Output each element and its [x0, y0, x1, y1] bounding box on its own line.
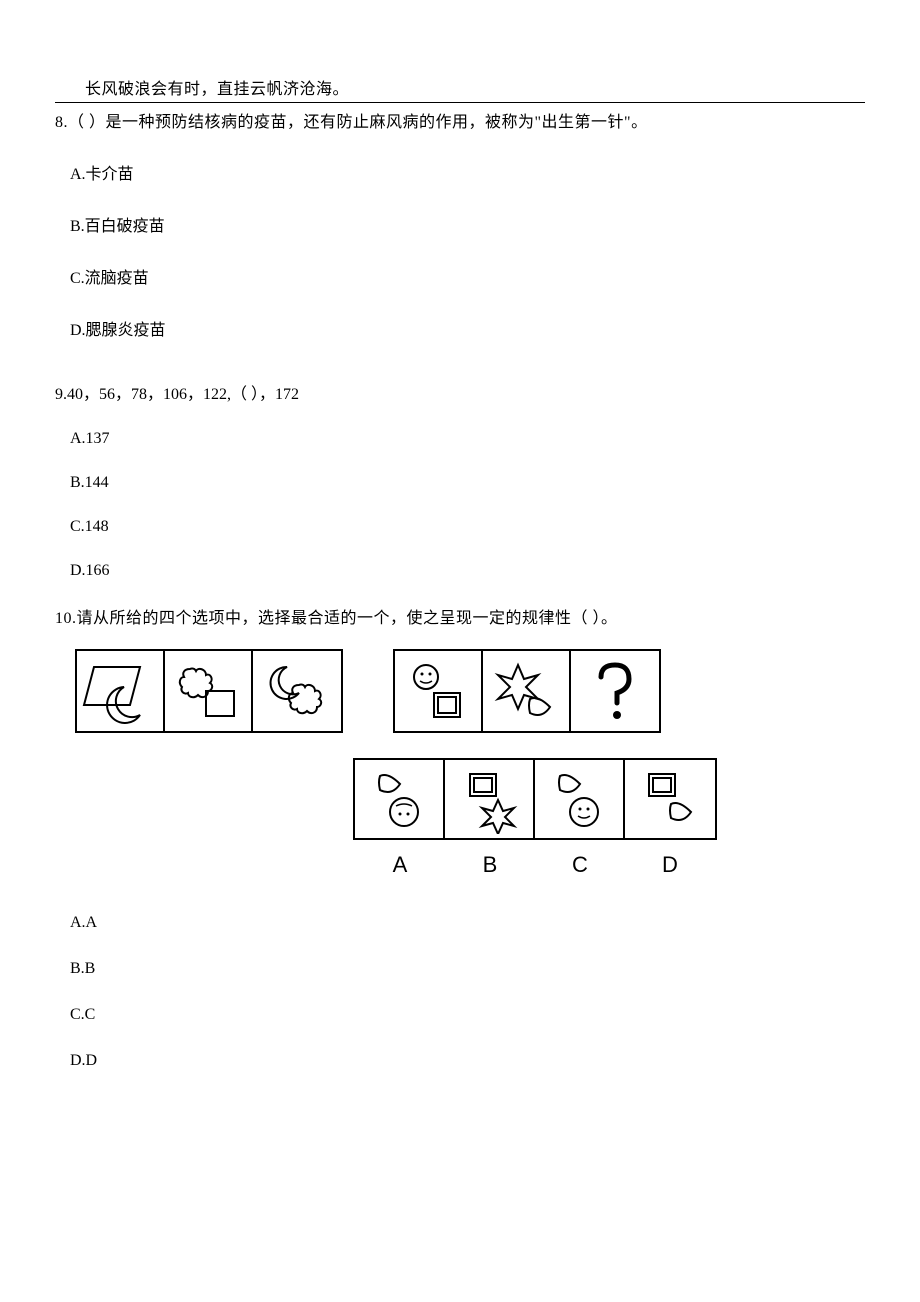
q10-option-c: C.C — [70, 1003, 865, 1027]
q8-option-d: D.腮腺炎疫苗 — [70, 319, 865, 343]
q8-stem: 8.（ ）是一种预防结核病的疫苗，还有防止麻风病的作用，被称为"出生第一针"。 — [55, 111, 865, 135]
q10-option-b: B.B — [70, 957, 865, 981]
answer-c-leaf-smiley-icon — [535, 760, 625, 838]
q10-options: A.A B.B C.C D.D — [55, 911, 865, 1073]
answer-b-doublesquare-star-icon — [445, 760, 535, 838]
q10-option-a: A.A — [70, 911, 865, 935]
q9-option-a: A.137 — [70, 427, 865, 451]
cell-smiley-doublesquare-icon — [395, 651, 483, 731]
q8-option-b: B.百白破疫苗 — [70, 215, 865, 239]
q10-answer-grid — [205, 758, 865, 840]
header-quote: 长风破浪会有时，直挂云帆济沧海。 — [85, 75, 865, 99]
q10-option-d: D.D — [70, 1049, 865, 1073]
label-a: A — [355, 848, 445, 881]
q8-option-a: A.卡介苗 — [70, 163, 865, 187]
answer-a-leaf-face-icon — [355, 760, 445, 838]
cell-moon-cloud-icon — [253, 651, 341, 731]
label-c: C — [535, 848, 625, 881]
cell-cloud-square-icon — [165, 651, 253, 731]
q10-grid-left — [75, 649, 343, 733]
cell-parallelogram-moon-icon — [77, 651, 165, 731]
answer-d-doublesquare-leaf-icon — [625, 760, 715, 838]
label-b: B — [445, 848, 535, 881]
q9-option-c: C.148 — [70, 515, 865, 539]
question-9: 9.40，56，78，106，122,（ ），172 A.137 B.144 C… — [55, 383, 865, 583]
cell-question-mark-icon — [571, 651, 659, 731]
q10-grid-right — [393, 649, 661, 733]
q10-figure: A B C D — [75, 649, 865, 881]
q10-stem: 10.请从所给的四个选项中，选择最合适的一个，使之呈现一定的规律性（ ）。 — [55, 607, 865, 631]
q9-stem: 9.40，56，78，106，122,（ ），172 — [55, 383, 865, 407]
q10-row1 — [75, 649, 865, 733]
q10-answer-labels: A B C D — [205, 848, 865, 881]
header-divider — [55, 102, 865, 103]
q9-option-d: D.166 — [70, 559, 865, 583]
q8-option-c: C.流脑疫苗 — [70, 267, 865, 291]
question-10: 10.请从所给的四个选项中，选择最合适的一个，使之呈现一定的规律性（ ）。 — [55, 607, 865, 1073]
label-d: D — [625, 848, 715, 881]
cell-star-leaf-icon — [483, 651, 571, 731]
question-8: 8.（ ）是一种预防结核病的疫苗，还有防止麻风病的作用，被称为"出生第一针"。 … — [55, 111, 865, 343]
q9-option-b: B.144 — [70, 471, 865, 495]
